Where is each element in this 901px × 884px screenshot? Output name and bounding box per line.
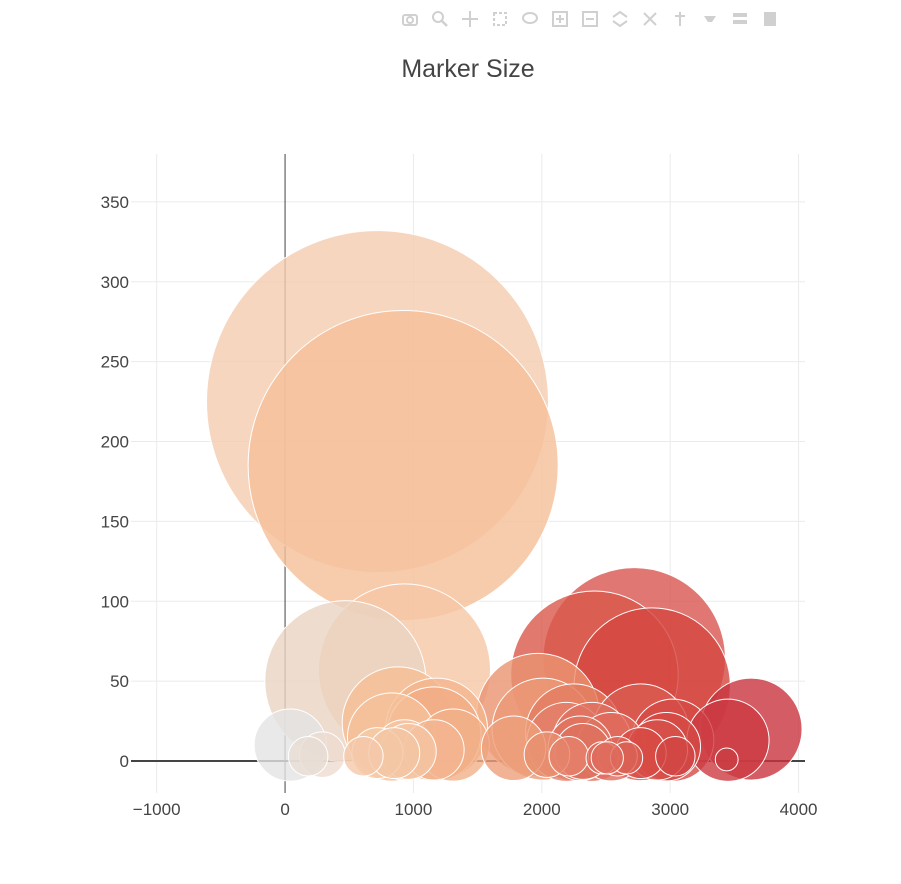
camera-icon[interactable] <box>400 9 420 29</box>
hover-closest-icon[interactable] <box>700 9 720 29</box>
x-tick-label: 2000 <box>523 800 561 819</box>
zoom-in-icon[interactable] <box>550 9 570 29</box>
reset-axes-icon[interactable] <box>640 9 660 29</box>
spike-lines-icon[interactable] <box>670 9 690 29</box>
chart-title: Marker Size <box>401 55 534 83</box>
scatter-point <box>714 747 739 772</box>
x-tick-label: 3000 <box>651 800 689 819</box>
scatter-point <box>548 736 590 777</box>
x-tick-label: 1000 <box>395 800 433 819</box>
scatter-point <box>247 309 559 622</box>
zoom-out-icon[interactable] <box>580 9 600 29</box>
scatter-point <box>343 736 384 777</box>
x-tick-label: 0 <box>280 800 289 819</box>
hover-compare-icon[interactable] <box>730 9 750 29</box>
y-axis-ticks: 0 50 100 150 200 250 300 350 <box>101 193 129 771</box>
pan-icon[interactable] <box>460 9 480 29</box>
y-tick-label: 350 <box>101 193 129 212</box>
box-select-icon[interactable] <box>490 9 510 29</box>
y-tick-label: 300 <box>101 273 129 292</box>
y-tick-label: 50 <box>110 672 129 691</box>
modebar <box>400 6 901 32</box>
x-tick-label: −1000 <box>133 800 181 819</box>
y-tick-label: 100 <box>101 592 129 611</box>
y-tick-label: 250 <box>101 353 129 372</box>
scatter-point <box>655 736 696 777</box>
plotly-logo-icon[interactable] <box>760 9 780 29</box>
scatter-points <box>205 230 803 782</box>
y-tick-label: 150 <box>101 512 129 531</box>
scatter-point <box>287 736 329 777</box>
autoscale-icon[interactable] <box>610 9 630 29</box>
y-tick-label: 0 <box>120 752 129 771</box>
scatter-point <box>590 741 624 775</box>
x-tick-label: 4000 <box>780 800 818 819</box>
x-axis-ticks: −1000 0 1000 2000 3000 4000 <box>133 800 818 819</box>
lasso-icon[interactable] <box>520 9 540 29</box>
zoom-icon[interactable] <box>430 9 450 29</box>
y-tick-label: 200 <box>101 433 129 452</box>
